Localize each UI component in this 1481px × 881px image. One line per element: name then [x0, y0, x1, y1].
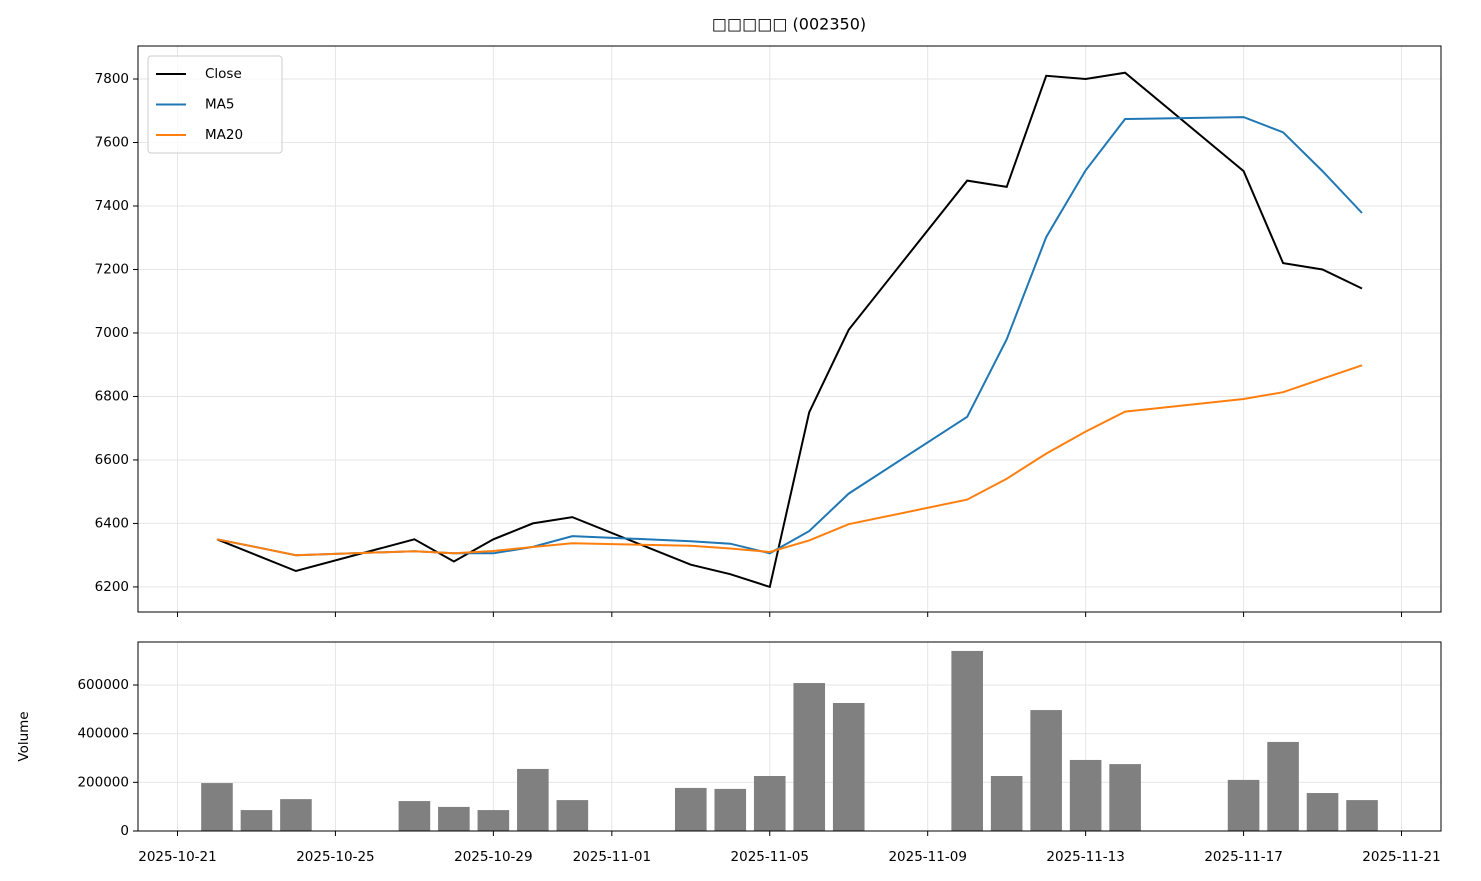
- x-tick-label: 2025-11-17: [1204, 849, 1282, 865]
- bar: [1346, 800, 1378, 831]
- legend-label: MA5: [205, 97, 234, 113]
- y-tick-label: 7600: [95, 135, 129, 151]
- axes-frame: [137, 45, 1442, 613]
- chart-title: □□□□□ (002350): [712, 15, 866, 34]
- x-tick-label: 2025-11-13: [1046, 849, 1124, 865]
- series-line: [216, 364, 1363, 557]
- bar: [951, 650, 983, 831]
- bar: [1227, 779, 1260, 831]
- series-line: [216, 116, 1363, 557]
- bar: [1030, 710, 1062, 831]
- y-tick-label: 6200: [95, 579, 129, 595]
- series-line: [216, 71, 1363, 589]
- x-tick-label: 2025-11-21: [1362, 849, 1440, 865]
- y-tick-label: 7800: [95, 71, 129, 87]
- bar: [1306, 793, 1339, 831]
- x-tick-label: 2025-10-25: [296, 849, 374, 865]
- y-tick-label: 400000: [77, 726, 129, 742]
- bar: [201, 783, 233, 831]
- bar: [280, 799, 312, 831]
- y-tick-label: 6400: [95, 515, 129, 531]
- bar: [398, 801, 431, 831]
- y-tick-label: 7400: [95, 198, 129, 214]
- bar: [714, 788, 747, 831]
- y-tick-label: 0: [120, 823, 129, 839]
- y-tick-label: 6600: [95, 452, 129, 468]
- bar: [793, 683, 826, 831]
- x-tick-label: 2025-10-21: [138, 849, 216, 865]
- bar: [556, 800, 589, 831]
- x-tick-label: 2025-11-09: [888, 849, 966, 865]
- y-tick-label: 6800: [95, 388, 129, 404]
- bar: [990, 776, 1023, 831]
- x-tick-label: 2025-10-29: [454, 849, 532, 865]
- axes-frame: [137, 641, 1442, 832]
- legend-label: Close: [205, 66, 242, 82]
- bar: [438, 806, 470, 831]
- y-axis-label: Volume: [16, 711, 32, 761]
- y-tick-label: 7000: [95, 325, 129, 341]
- bar: [832, 703, 865, 831]
- bar: [1109, 764, 1141, 831]
- legend-label: MA20: [205, 127, 243, 143]
- bar: [753, 776, 786, 831]
- x-tick-label: 2025-11-01: [573, 849, 651, 865]
- bar: [1267, 741, 1299, 831]
- bar: [674, 787, 707, 831]
- bar: [517, 768, 549, 831]
- y-tick-label: 7200: [95, 261, 129, 277]
- y-tick-label: 200000: [77, 774, 129, 790]
- y-tick-label: 600000: [77, 677, 129, 693]
- bar: [477, 810, 510, 831]
- bar: [240, 810, 273, 831]
- legend-box: [147, 55, 283, 154]
- bar: [1069, 759, 1102, 831]
- x-tick-label: 2025-11-05: [731, 849, 809, 865]
